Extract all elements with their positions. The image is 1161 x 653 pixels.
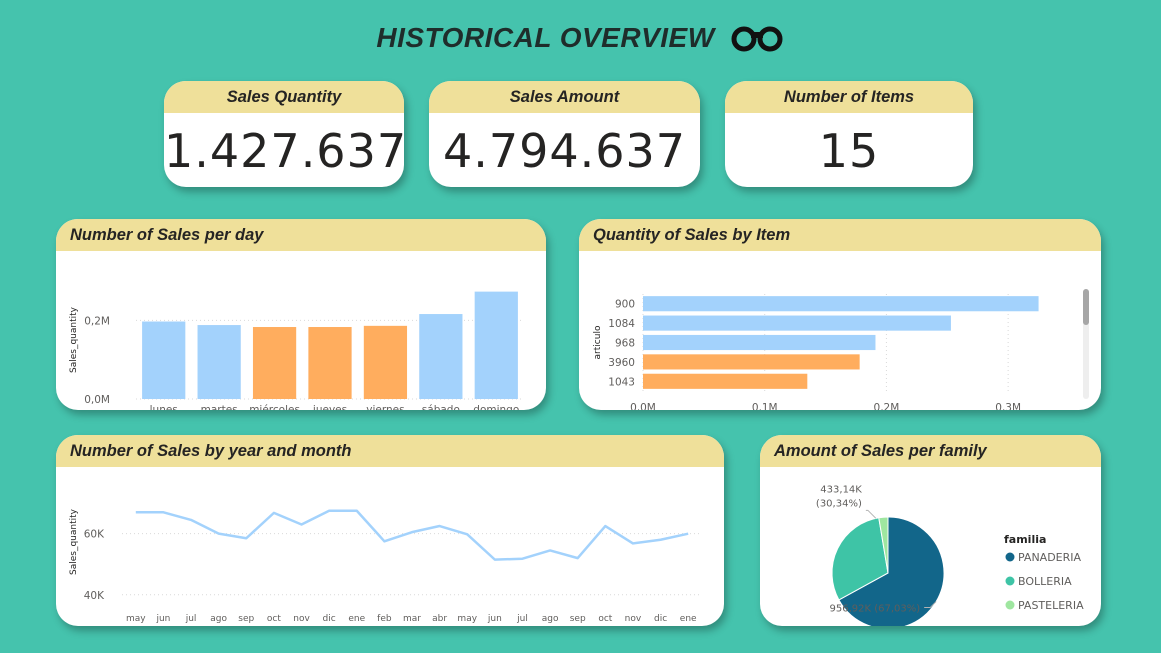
month-xtick-month: mar [403, 614, 421, 624]
kpi-number-of-items-label: Number of Items [725, 81, 973, 113]
kpi-sales-quantity-card[interactable]: Sales Quantity 1.427.637 [164, 81, 404, 187]
family-legend-label: BOLLERIA [1018, 575, 1072, 588]
day-xtick-label: jueves [312, 404, 347, 410]
day-bar [252, 327, 297, 399]
day-bar [363, 325, 408, 399]
month-xtick-month: sep [238, 614, 254, 624]
day-xtick-label: martes [201, 404, 238, 410]
day-bar [308, 327, 352, 399]
family-legend-label: PASTELERIA [1018, 599, 1084, 612]
sales-by-item-chart[interactable]: 0,0M 0,1M 0,2M 0,3M 900 1084 968 3960 1043 articu… [579, 251, 1101, 410]
item-bar [643, 315, 951, 331]
day-xtick-label: miércoles [249, 404, 300, 410]
sales-by-month-chart[interactable]: 40K60KSales_quantitymay2021jun2021jul202… [56, 467, 724, 626]
family-pie-slice [878, 516, 889, 574]
month-xtick-month: ene [348, 614, 365, 624]
page-title: HISTORICAL OVERVIEW [0, 22, 1161, 54]
month-xtick-month: jul [185, 614, 197, 624]
family-legend-marker [1005, 600, 1015, 610]
sales-per-day-title: Number of Sales per day [56, 219, 546, 251]
day-xtick-label: viernes [366, 404, 404, 410]
amount-per-family-card[interactable]: Amount of Sales per family 956,92K (67,0… [760, 435, 1101, 626]
month-ytick-label: 40K [84, 590, 105, 602]
month-xtick-month: sep [570, 614, 586, 624]
item-xtick-label: 0,3M [995, 402, 1021, 410]
family-pie-slice [838, 516, 945, 626]
day-xtick-label: lunes [150, 404, 178, 410]
kpi-sales-amount-card[interactable]: Sales Amount 4.794.637 € [429, 81, 700, 187]
family-slice-label: 433,14K [820, 484, 862, 495]
month-xtick-month: may [126, 614, 146, 624]
month-xtick-month: oct [267, 614, 281, 624]
month-series-line [135, 509, 689, 561]
kpi-sales-quantity-value: 1.427.637 [164, 124, 404, 178]
month-xtick-month: dic [323, 614, 336, 624]
family-legend-marker [1005, 576, 1015, 586]
month-xtick-month: jun [487, 614, 502, 624]
family-slice-label: (30,34%) [816, 498, 862, 509]
family-label-leader [924, 601, 937, 609]
item-xtick-label: 0,0M [630, 402, 656, 410]
kpi-sales-amount-value: 4.794.637 € [442, 124, 687, 178]
sales-by-month-card[interactable]: Number of Sales by year and month 40K 60K… [56, 435, 724, 626]
item-xtick-label: 0,2M [874, 402, 900, 410]
month-xtick-month: oct [598, 614, 612, 624]
item-ytick-label: 968 [615, 338, 635, 350]
family-legend-title: familia [1004, 533, 1046, 546]
kpi-number-of-items-value: 15 [818, 124, 880, 178]
month-xtick-month: dic [654, 614, 667, 624]
month-ytick-label: 60K [84, 529, 105, 541]
item-ytick-label: 900 [615, 299, 635, 311]
kpi-number-of-items-card[interactable]: Number of Items 15 [725, 81, 973, 187]
month-xtick-month: jul [516, 614, 528, 624]
item-bar [643, 296, 1039, 312]
kpi-sales-amount-label: Sales Amount [429, 81, 700, 113]
page-title-text: HISTORICAL OVERVIEW [376, 22, 715, 53]
sales-by-month-title: Number of Sales by year and month [56, 435, 724, 467]
month-y-axis-label: Sales_quantity [69, 508, 79, 575]
item-bar [643, 354, 860, 370]
item-scrollbar-thumb[interactable] [1083, 289, 1089, 325]
amount-per-family-chart[interactable]: 956,92K (67,03%) 433,14K (30,34%) familia PA… [760, 467, 1101, 626]
month-xtick-month: feb [377, 614, 392, 624]
item-ytick-label: 3960 [608, 357, 635, 369]
binoculars-icon [731, 26, 783, 52]
month-xtick-month: nov [625, 614, 642, 624]
family-legend-label: PANADERIA [1018, 551, 1082, 564]
item-ytick-label: 1084 [608, 318, 635, 330]
sales-by-item-card[interactable]: Quantity of Sales by Item 0,0M 0,1M 0,2M 0,… [579, 219, 1101, 410]
family-label-leader [865, 509, 877, 519]
month-xtick-month: nov [293, 614, 310, 624]
item-bar [643, 373, 808, 389]
item-bar [643, 334, 876, 351]
item-y-axis-label: articulo [593, 325, 603, 359]
item-xtick-label: 0,1M [752, 402, 778, 410]
month-xtick-month: jun [155, 614, 170, 624]
month-xtick-month: ago [210, 614, 227, 624]
month-xtick-month: ago [542, 614, 559, 624]
day-xtick-label: sábado [422, 404, 460, 410]
kpi-sales-quantity-label: Sales Quantity [164, 81, 404, 113]
amount-per-family-title: Amount of Sales per family [760, 435, 1101, 467]
day-bar [197, 325, 241, 399]
day-y-axis-label: Sales_quantity [69, 306, 79, 373]
family-pie-slice [831, 517, 889, 601]
family-slice-label: 956,92K (67,03%) [830, 604, 921, 615]
day-ytick-label: 0,2M [84, 315, 110, 327]
day-ytick-label: 0,0M [84, 394, 110, 406]
day-bar [142, 321, 186, 399]
family-legend-marker [1005, 552, 1015, 562]
item-ytick-label: 1043 [608, 376, 635, 388]
day-bar [474, 291, 518, 399]
sales-by-item-title: Quantity of Sales by Item [579, 219, 1101, 251]
month-xtick-month: abr [432, 614, 447, 624]
day-xtick-label: domingo [473, 404, 519, 410]
month-xtick-month: ene [680, 614, 697, 624]
month-xtick-month: may [457, 614, 477, 624]
sales-per-day-card[interactable]: Number of Sales per day 0,0M 0,2M Sales_qu… [56, 219, 546, 410]
day-bar [419, 314, 463, 399]
